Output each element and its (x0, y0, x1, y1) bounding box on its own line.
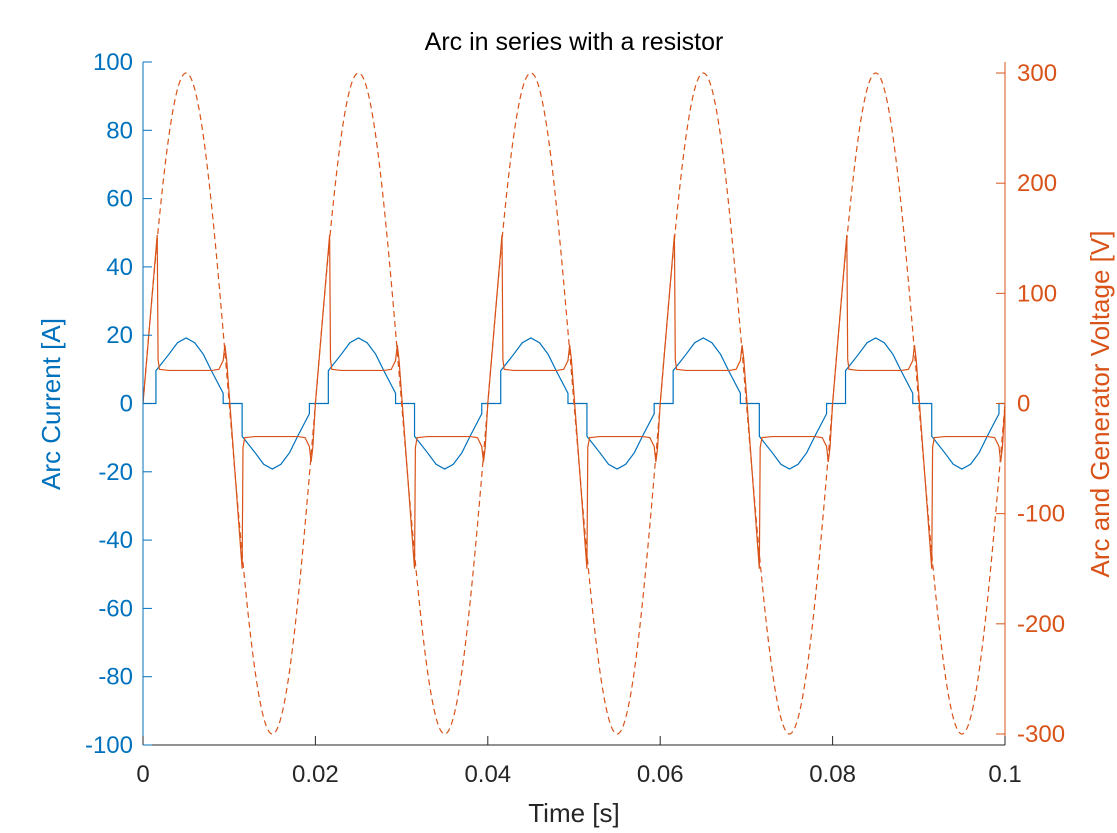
left-y-tick-label: -20 (98, 459, 133, 486)
x-tick-label: 0 (136, 761, 149, 788)
plot-area: 0 0.02 0.04 0.06 0.08 0.1-100-80-60-40-200204… (85, 49, 1065, 788)
x-tick-label: 0.08 (809, 761, 856, 788)
left-y-tick-label: -100 (85, 732, 133, 759)
x-tick-label: 0.06 (637, 761, 684, 788)
left-y-tick-label: -60 (98, 595, 133, 622)
x-axis-label: Time [s] (528, 798, 619, 828)
series-group (143, 72, 1005, 735)
left-y-tick-label: 0 (120, 391, 133, 418)
right-y-tick-label: -100 (1017, 501, 1065, 528)
right-y-tick-label: -200 (1017, 611, 1065, 638)
left-y-tick-label: -80 (98, 664, 133, 691)
right-y-tick-label: 200 (1017, 170, 1057, 197)
chart-title: Arc in series with a resistor (425, 28, 724, 56)
arc-current-line (143, 337, 1005, 470)
left-y-tick-label: 40 (106, 254, 133, 281)
right-y-tick-label: 300 (1017, 60, 1057, 87)
right-y-tick-label: 0 (1017, 391, 1030, 418)
x-tick-label: 0.04 (464, 761, 511, 788)
right-y-tick-label: 100 (1017, 280, 1057, 307)
x-tick-label: 0.02 (292, 761, 339, 788)
left-y-tick-label: -40 (98, 527, 133, 554)
right-y-axis-label: Arc and Generator Voltage [V] (1085, 231, 1115, 578)
left-y-tick-label: 80 (106, 117, 133, 144)
x-tick-label: 0.1 (988, 761, 1021, 788)
left-y-tick-label: 60 (106, 186, 133, 213)
left-y-tick-label: 100 (93, 49, 133, 76)
left-y-axis-label: Arc Current [A] (36, 318, 66, 490)
generator-voltage-line (143, 72, 1005, 735)
left-y-tick-label: 20 (106, 322, 133, 349)
right-y-tick-label: -300 (1017, 721, 1065, 748)
